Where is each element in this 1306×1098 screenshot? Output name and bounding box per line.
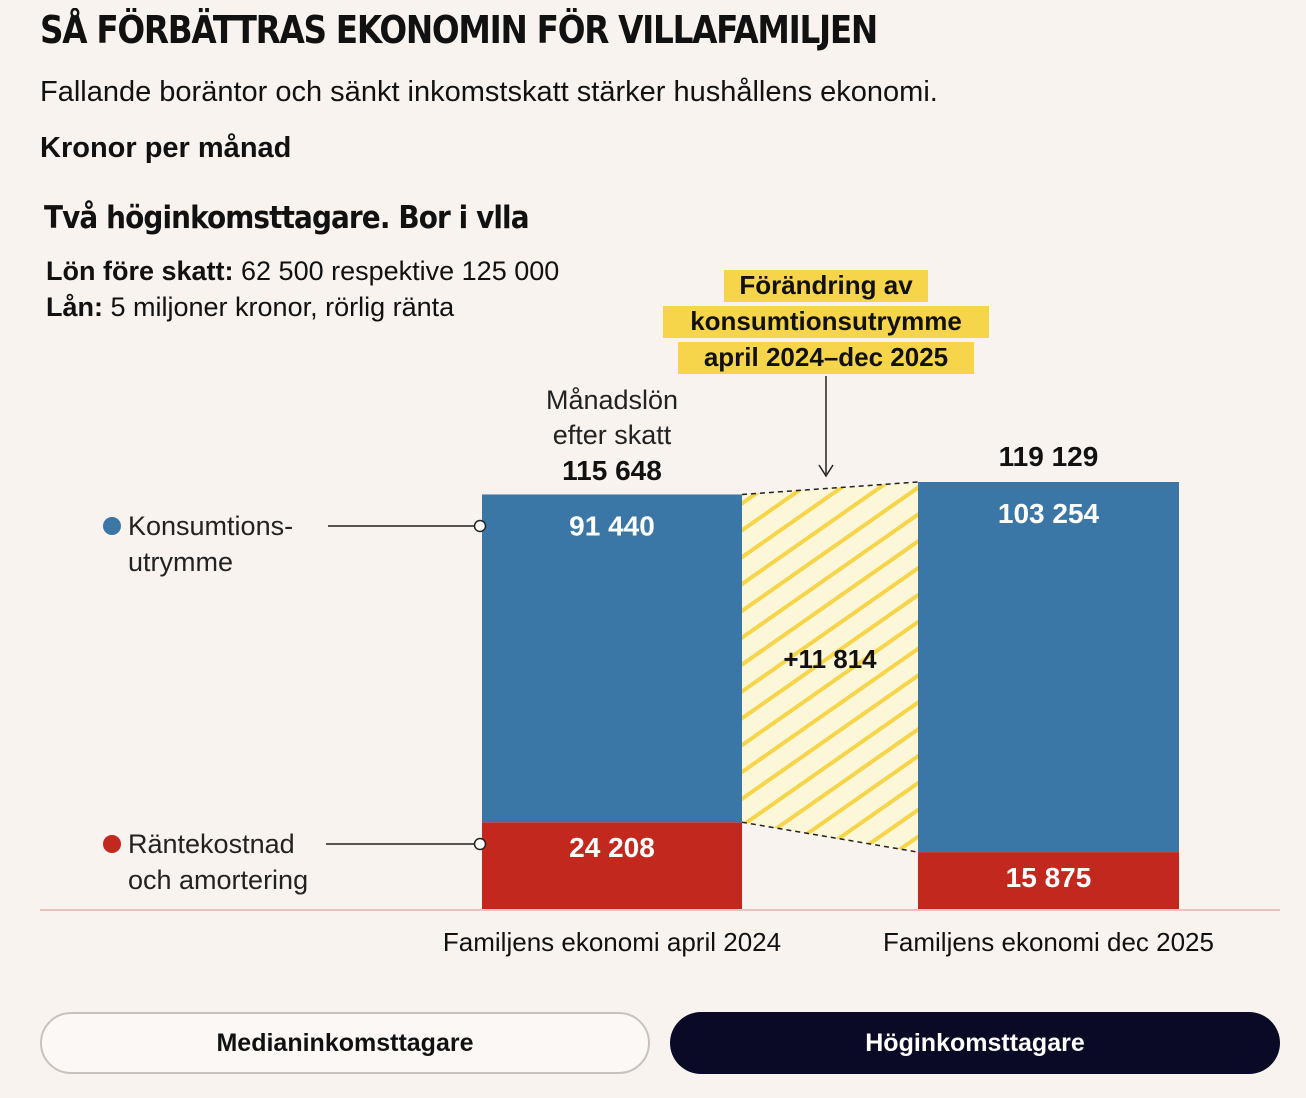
bar-segment-rantekostnad — [918, 852, 1179, 909]
total-label-april-2024: 115 648 — [562, 455, 662, 486]
change-annotation-arrow-head — [818, 464, 834, 478]
legend-leader-endpoint — [473, 519, 487, 533]
bar-label-konsumtion: 91 440 — [569, 510, 655, 541]
panel-title: Två höginkomsttagare. Bor i vlla — [44, 200, 530, 236]
legend-dot — [103, 835, 121, 853]
loan-value: 5 miljoner kronor, rörlig ränta — [103, 292, 455, 322]
x-axis-category-label: Familjens ekonomi dec 2025 — [883, 927, 1214, 957]
salary-value: 62 500 respektive 125 000 — [233, 256, 560, 286]
total-caption-line-2: efter skatt — [553, 420, 672, 450]
change-annotation-highlight — [678, 342, 974, 374]
change-annotation-highlight — [724, 270, 928, 302]
change-annotation-highlight — [663, 306, 989, 338]
legend-label-line-2: utrymme — [128, 547, 233, 577]
legend-label-line-1: Konsumtions- — [128, 511, 293, 541]
total-label-dec-2025: 119 129 — [999, 441, 1099, 472]
page-subtitle: Fallande boräntor och sänkt inkomstskatt… — [40, 76, 938, 108]
bar-segment-konsumtion — [482, 494, 742, 823]
bar-label-rantekostnad: 24 208 — [569, 832, 655, 863]
stacked-bar-chart: +11 814 91 440 24 208 Familjens ekonomi apr… — [40, 270, 1280, 957]
legend-label-line-1: Räntekostnad — [128, 829, 295, 859]
change-bottom-dashed-line — [741, 821, 919, 853]
bar-segment-konsumtion — [918, 482, 1179, 853]
change-value-label: +11 814 — [783, 644, 877, 674]
bar-label-rantekostnad: 15 875 — [1006, 862, 1092, 893]
high-income-button[interactable]: Höginkomsttagare — [670, 1012, 1280, 1074]
loan-info: Lån: 5 miljoner kronor, rörlig ränta — [46, 292, 454, 323]
bar-label-konsumtion: 103 254 — [998, 498, 1100, 529]
change-annotation-line: april 2024–dec 2025 — [704, 342, 948, 372]
change-hatch-area — [742, 482, 918, 853]
change-annotation-line: konsumtionsutrymme — [690, 306, 962, 336]
total-caption-line-1: Månadslön — [546, 385, 678, 415]
legend-label-line-2: och amortering — [128, 865, 308, 895]
change-annotation-line: Förändring av — [739, 270, 913, 300]
unit-label: Kronor per månad — [40, 132, 292, 164]
loan-label: Lån: — [46, 292, 103, 322]
bar-segment-rantekostnad — [482, 822, 742, 909]
change-top-dashed-line — [741, 481, 919, 496]
median-income-button[interactable]: Medianinkomsttagare — [40, 1012, 650, 1074]
legend-leader-endpoint — [473, 837, 487, 851]
page-title: SÅ FÖRBÄTTRAS EKONOMIN FÖR VILLAFAMILJEN — [40, 8, 878, 52]
salary-info: Lön före skatt: 62 500 respektive 125 00… — [46, 256, 559, 287]
salary-label: Lön före skatt: — [46, 256, 234, 286]
legend-dot — [103, 517, 121, 535]
x-axis-category-label: Familjens ekonomi april 2024 — [443, 927, 781, 957]
